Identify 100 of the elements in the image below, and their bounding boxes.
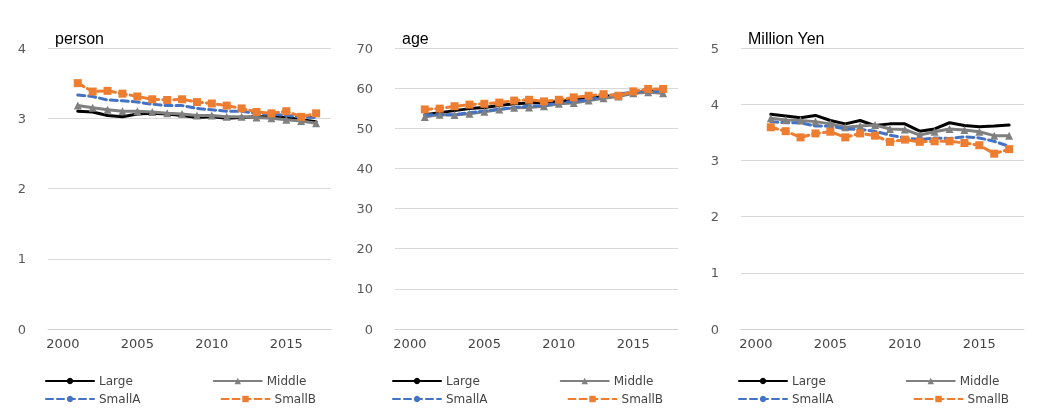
point bbox=[163, 95, 172, 104]
y-tick-label: 3 bbox=[711, 152, 720, 168]
point bbox=[871, 131, 880, 140]
legend-label: Large bbox=[99, 374, 133, 388]
point bbox=[960, 126, 969, 135]
point bbox=[312, 109, 321, 118]
x-tick-label: 2000 bbox=[393, 336, 427, 351]
point bbox=[916, 137, 925, 146]
point bbox=[930, 127, 939, 136]
legend-label: Middle bbox=[960, 374, 1000, 388]
point bbox=[886, 137, 895, 146]
point bbox=[282, 115, 291, 124]
point bbox=[420, 105, 429, 114]
legend-label: SmallB bbox=[274, 392, 317, 406]
point bbox=[148, 107, 157, 116]
point bbox=[658, 84, 667, 93]
point bbox=[252, 107, 261, 116]
point bbox=[118, 89, 127, 98]
point bbox=[312, 119, 321, 128]
y-tick-label: 4 bbox=[17, 40, 26, 56]
point bbox=[494, 98, 503, 107]
point bbox=[450, 111, 459, 120]
y-axis-title: age bbox=[401, 29, 429, 47]
point bbox=[930, 137, 939, 146]
point bbox=[975, 127, 984, 136]
x-tick-label: 2015 bbox=[963, 336, 997, 351]
point bbox=[420, 113, 429, 122]
y-tick-label: 20 bbox=[356, 241, 373, 257]
y-tick-label: 1 bbox=[17, 251, 26, 267]
y-tick-label: 5 bbox=[711, 40, 720, 56]
legend-label: Middle bbox=[266, 374, 307, 388]
point bbox=[118, 107, 127, 116]
y-tick-label: 0 bbox=[711, 321, 720, 337]
point bbox=[826, 127, 835, 136]
legend-label: SmallB bbox=[967, 392, 1010, 406]
x-tick-label: 2010 bbox=[195, 336, 229, 351]
point bbox=[960, 138, 969, 147]
point bbox=[945, 124, 954, 133]
x-tick-label: 2000 bbox=[739, 336, 773, 351]
point bbox=[569, 93, 578, 102]
x-tick-label: 2010 bbox=[541, 336, 576, 351]
point bbox=[88, 87, 97, 96]
y-tick-label: 30 bbox=[356, 201, 373, 217]
y-tick-label: 2 bbox=[17, 181, 26, 196]
point bbox=[207, 99, 216, 108]
x-tick-label: 2015 bbox=[269, 336, 303, 351]
legend-label: SmallB bbox=[621, 392, 663, 406]
point bbox=[856, 129, 865, 138]
point bbox=[222, 101, 231, 110]
point bbox=[782, 127, 791, 136]
point bbox=[811, 117, 820, 126]
point bbox=[178, 95, 187, 104]
point bbox=[599, 90, 608, 99]
x-tick-label: 2005 bbox=[467, 336, 501, 351]
point bbox=[148, 95, 157, 104]
point bbox=[282, 107, 291, 116]
point bbox=[796, 133, 805, 142]
x-tick-label: 2000 bbox=[46, 336, 80, 351]
y-axis-title: Million Yen bbox=[748, 29, 825, 47]
y-tick-label: 40 bbox=[356, 160, 373, 176]
point bbox=[237, 112, 246, 121]
legend-label: Middle bbox=[613, 374, 654, 388]
point bbox=[103, 105, 112, 114]
point bbox=[435, 104, 444, 113]
point bbox=[767, 123, 776, 132]
point bbox=[643, 84, 652, 93]
x-tick-label: 2015 bbox=[616, 336, 650, 351]
point bbox=[480, 99, 489, 108]
point bbox=[222, 112, 231, 121]
y-tick-label: 10 bbox=[356, 281, 373, 297]
legend-label: SmallA bbox=[792, 392, 835, 406]
point bbox=[178, 110, 187, 119]
y-tick-label: 4 bbox=[711, 96, 720, 112]
point bbox=[990, 131, 999, 140]
point bbox=[73, 79, 82, 88]
y-tick-label: 2 bbox=[711, 209, 720, 225]
point bbox=[465, 109, 474, 118]
y-tick-label: 60 bbox=[356, 80, 373, 96]
point bbox=[524, 95, 533, 104]
point bbox=[465, 100, 474, 109]
point bbox=[450, 102, 459, 111]
point bbox=[886, 124, 895, 133]
y-tick-label: 0 bbox=[364, 321, 373, 337]
point bbox=[975, 141, 984, 150]
point bbox=[811, 129, 820, 138]
x-tick-label: 2005 bbox=[814, 336, 848, 351]
point bbox=[133, 107, 142, 116]
y-tick-label: 3 bbox=[17, 110, 26, 126]
point bbox=[509, 103, 518, 112]
y-tick-label: 70 bbox=[356, 40, 373, 56]
point bbox=[841, 133, 850, 142]
point bbox=[826, 119, 835, 128]
point bbox=[267, 109, 276, 118]
point bbox=[297, 112, 306, 121]
legend-label: Large bbox=[792, 374, 827, 388]
point bbox=[192, 98, 201, 107]
legend-label: Large bbox=[445, 374, 480, 388]
point bbox=[237, 104, 246, 113]
point bbox=[871, 120, 880, 129]
point bbox=[88, 103, 97, 112]
